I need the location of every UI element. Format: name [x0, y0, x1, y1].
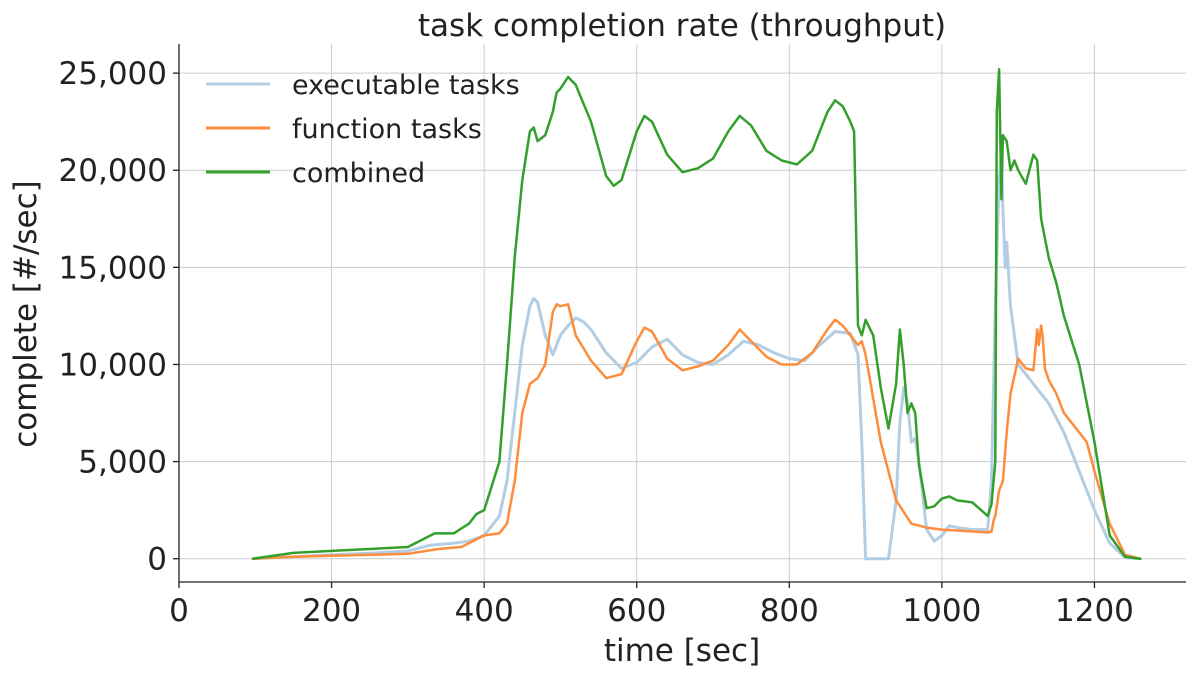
series-line-executable-tasks	[251, 159, 1142, 561]
legend-label: function tasks	[292, 114, 482, 145]
series-line-combined	[251, 67, 1142, 560]
series-line-function-tasks	[251, 303, 1142, 560]
y-axis-label: complete [#/sec]	[8, 180, 44, 448]
x-tick-label: 1000	[902, 593, 981, 629]
axis-layer	[178, 44, 1186, 583]
x-tick-label: 400	[455, 593, 514, 629]
legend-label: combined	[292, 158, 425, 189]
y-tick-label: 0	[147, 542, 167, 578]
x-tick-label: 200	[302, 593, 361, 629]
x-tick-label: 600	[607, 593, 666, 629]
x-axis-label: time [sec]	[604, 633, 760, 669]
y-tick-label: 5,000	[78, 445, 167, 481]
legend-label: executable tasks	[292, 70, 520, 101]
chart-title: task completion rate (throughput)	[418, 8, 946, 44]
y-tick-label: 20,000	[59, 153, 167, 189]
y-tick-label: 10,000	[59, 347, 167, 383]
series-layer	[251, 67, 1142, 561]
x-tick-label: 1200	[1055, 593, 1134, 629]
x-tick-label: 800	[760, 593, 819, 629]
tick-layer: 0 200 400 600 800 1000 1200 0 5,000 10,000 15,000 2…	[59, 56, 1134, 629]
legend: executable tasks function tasks combined	[206, 70, 520, 189]
x-tick-label: 0	[169, 593, 189, 629]
y-tick-label: 25,000	[59, 56, 167, 92]
y-tick-label: 15,000	[59, 250, 167, 286]
